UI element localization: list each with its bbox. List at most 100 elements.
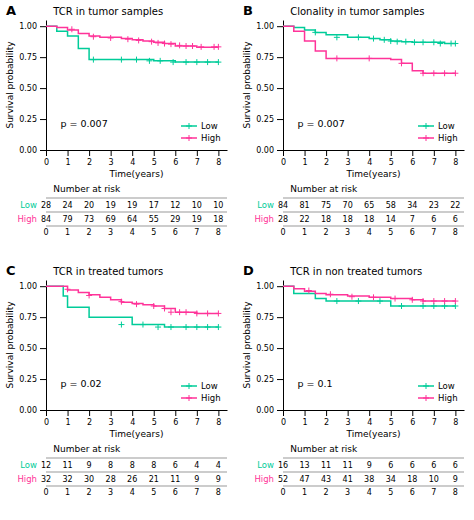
censor-mark (155, 324, 161, 330)
risk-count: 22 (299, 215, 309, 224)
censor-mark (452, 41, 458, 47)
censor-mark (215, 310, 221, 316)
risk-count: 55 (149, 215, 159, 224)
tick: 4 (130, 410, 135, 427)
risk-count: 22 (450, 201, 460, 210)
risk-count: 28 (41, 201, 51, 210)
censor-mark (205, 59, 211, 65)
tick-mark (305, 410, 306, 416)
risk-time-label: 7 (431, 228, 436, 237)
tick: 3 (346, 410, 351, 427)
risk-count: 32 (62, 475, 72, 484)
tick-label: 7 (195, 158, 200, 167)
censor-mark (157, 58, 163, 64)
risk-count: 29 (170, 215, 180, 224)
tick-label: 1 (303, 418, 308, 427)
tick: 5 (152, 150, 157, 167)
risk-time-label: 7 (431, 488, 436, 497)
censor-mark (355, 298, 361, 304)
title: TCR in tumor samples (52, 6, 163, 17)
censor-mark (442, 298, 448, 304)
risk-count: 30 (84, 475, 94, 484)
legend-item: Low (181, 121, 218, 131)
y-axis: 0.000.250.500.751.00 (19, 21, 46, 156)
tick-label: 3 (109, 418, 114, 427)
y-axis: 0.000.250.500.751.00 (19, 281, 46, 416)
censor-mark (431, 70, 437, 76)
tick-mark (277, 26, 283, 27)
tick-mark (197, 150, 198, 156)
risk-count: 6 (173, 461, 178, 470)
tick-mark (197, 410, 198, 416)
risk-count: 18 (321, 215, 331, 224)
tick-label: 8 (453, 158, 458, 167)
risk-time-label: 0 (43, 488, 48, 497)
censor-mark (183, 309, 189, 315)
y-axis: 0.000.250.500.751.00 (256, 281, 283, 416)
risk-count: 43 (321, 475, 331, 484)
tick: 1 (66, 410, 71, 427)
risk-table-rule (283, 212, 464, 213)
tick-label: 1.00 (256, 22, 274, 31)
tick-label: 7 (195, 418, 200, 427)
legend-marker (423, 135, 429, 141)
risk-time-label: 4 (367, 488, 372, 497)
tick-mark (40, 150, 46, 151)
risk-count: 20 (84, 201, 94, 210)
risk-count: 47 (299, 475, 309, 484)
legend-item: High (418, 133, 458, 143)
censor-mark (442, 70, 448, 76)
tick-mark (46, 150, 47, 156)
risk-count: 6 (431, 461, 436, 470)
censor-mark (90, 34, 96, 40)
tick-label: 6 (410, 158, 415, 167)
censor-mark (377, 298, 383, 304)
censor-mark (381, 37, 387, 43)
tick: 0.00 (256, 146, 283, 155)
censor-mark (392, 296, 398, 302)
tick: 0.50 (256, 84, 283, 93)
plot-marks (283, 26, 458, 76)
tick-label: 0.00 (19, 146, 37, 155)
risk-time-label: 1 (65, 488, 70, 497)
risk-count: 11 (170, 475, 180, 484)
risk-count: 19 (127, 201, 137, 210)
legend-label: High (438, 393, 458, 403)
tick-label: 0 (44, 418, 49, 427)
censor-mark (151, 303, 157, 309)
tick-mark (68, 150, 69, 156)
tick-mark (455, 410, 456, 416)
tick-label: 0.75 (256, 53, 274, 62)
tick: 0.50 (19, 84, 46, 93)
censor-mark (452, 298, 458, 304)
risk-time-label: 5 (388, 488, 393, 497)
risk-count: 18 (407, 475, 417, 484)
censor-mark (168, 324, 174, 330)
risk-time-label: 1 (302, 488, 307, 497)
tick-mark (277, 410, 283, 411)
censor-mark (198, 44, 204, 50)
tick: 6 (410, 410, 415, 427)
tick-label: 1.00 (19, 282, 37, 291)
tick-mark (89, 410, 90, 416)
tick-mark (40, 410, 46, 411)
censor-mark (162, 305, 168, 311)
risk-count: 14 (386, 215, 396, 224)
censor-mark (177, 309, 183, 315)
legend: LowHigh (418, 381, 458, 403)
risk-table-rule (283, 472, 464, 473)
risk-count: 12 (41, 461, 51, 470)
legend-label: High (201, 133, 221, 143)
x-axis-title: Time(years) (109, 429, 164, 439)
axis-domain (284, 410, 465, 411)
axis-domain (47, 410, 228, 411)
tick-mark (326, 150, 327, 156)
tick-label: 5 (152, 158, 157, 167)
risk-time-label: 2 (87, 228, 92, 237)
tick: 6 (173, 150, 178, 167)
tick-mark (305, 150, 306, 156)
tick: 8 (216, 410, 221, 427)
tick-mark (412, 410, 413, 416)
axis-domain (283, 281, 284, 411)
tick: 4 (367, 410, 372, 427)
